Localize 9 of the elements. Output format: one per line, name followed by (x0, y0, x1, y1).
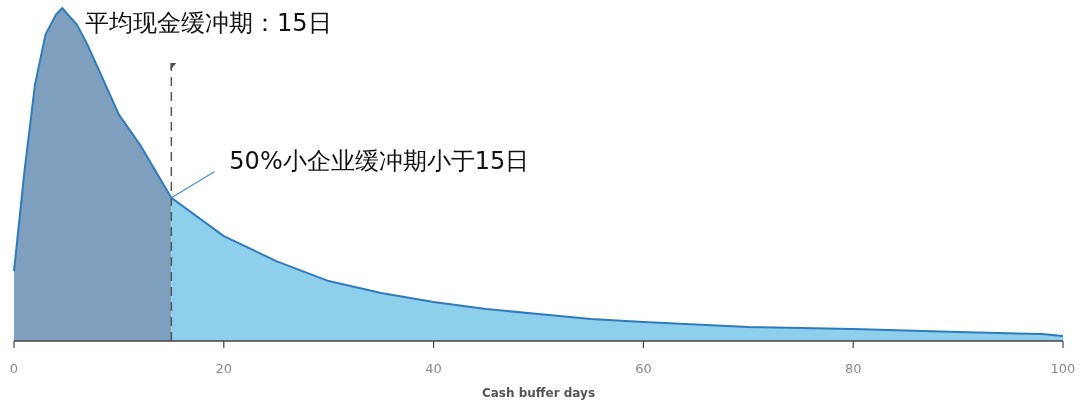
annotation: 50%小企业缓冲期小于15日 (229, 146, 530, 175)
x-tick-label: 60 (635, 361, 652, 376)
x-tick-label: 0 (9, 361, 19, 376)
x-tick-label: 80 (844, 361, 862, 376)
x-tick-label: 40 (425, 361, 442, 376)
ref-line-label: 平均现金缓冲期：15日 (85, 9, 332, 37)
x-tick-label: 100 (1050, 361, 1076, 376)
x-tick-label: 20 (215, 361, 233, 376)
x-axis-title: Cash buffer days (481, 386, 596, 400)
